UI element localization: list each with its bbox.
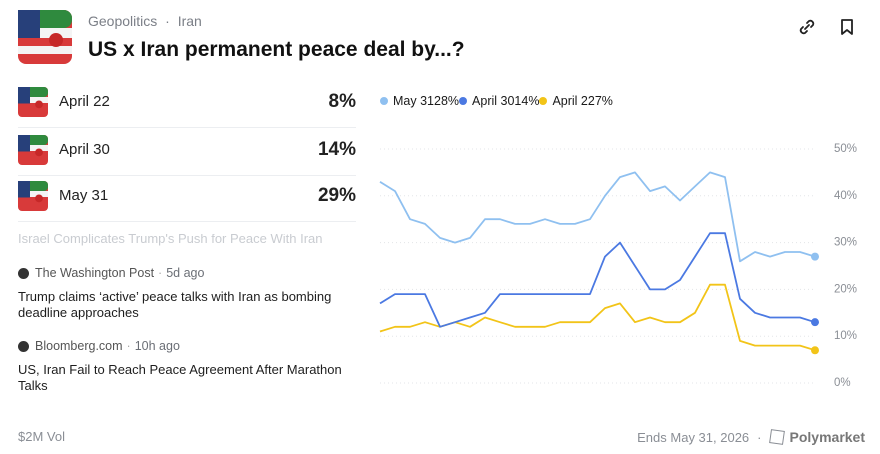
end-point	[811, 252, 819, 261]
news-source: Bloomberg.com · 10h ago	[18, 339, 180, 353]
source-icon	[18, 267, 29, 279]
news-time: 10h ago	[134, 339, 180, 353]
outcome-probability: 8%	[328, 91, 356, 112]
legend-name: May 31	[393, 94, 434, 108]
market-icon	[18, 10, 72, 64]
legend-name: April 22	[552, 94, 595, 108]
end-date: Ends May 31, 2026	[637, 429, 750, 445]
news-headline[interactable]: Trump claims ‘active’ peace talks with I…	[18, 289, 332, 320]
legend-name: April 30	[472, 94, 515, 108]
y-tick-label: 30%	[834, 237, 857, 249]
legend-value: 14%	[514, 94, 540, 108]
y-tick-label: 10%	[834, 330, 857, 342]
separator: ·	[757, 429, 762, 445]
divider	[18, 175, 356, 176]
outcome-icon	[18, 135, 48, 165]
news-headline[interactable]: US, Iran Fail to Reach Peace Agreement A…	[18, 362, 342, 393]
footer-right: Ends May 31, 2026 · Polymarket	[637, 429, 865, 445]
icon-emblem	[35, 100, 43, 109]
outcome-label[interactable]: April 30	[59, 141, 110, 158]
legend: May 31 28% April 30 14% April 22 7%	[380, 94, 613, 108]
legend-dot	[459, 97, 468, 105]
legend-dot	[539, 97, 548, 105]
outcome-icon	[18, 181, 48, 211]
icon-band	[18, 145, 48, 151]
y-tick-label: 40%	[834, 190, 857, 202]
brand: Polymarket	[789, 429, 865, 445]
end-point	[811, 346, 819, 355]
icon-canton	[18, 181, 30, 198]
outcome-icon	[18, 87, 48, 117]
breadcrumb: Geopolitics · Iran	[88, 13, 202, 29]
outcome-label[interactable]: May 31	[59, 187, 109, 204]
bookmark-button[interactable]	[837, 17, 857, 37]
icon-canton	[18, 87, 30, 104]
icon-band	[18, 97, 48, 103]
category[interactable]: Geopolitics	[88, 13, 158, 29]
link-button[interactable]	[797, 17, 817, 37]
source-name[interactable]: The Washington Post	[35, 266, 155, 280]
news-clip: Israel Complicates Trump's Push for Peac…	[18, 234, 358, 246]
outcome-label[interactable]: April 22	[59, 93, 110, 110]
subcategory[interactable]: Iran	[177, 13, 202, 29]
source-name[interactable]: Bloomberg.com	[35, 339, 123, 353]
legend-value: 28%	[434, 94, 460, 108]
outcome-probability: 29%	[317, 185, 356, 206]
divider	[18, 221, 356, 222]
icon-emblem	[35, 148, 43, 157]
y-tick-label: 0%	[834, 377, 851, 389]
legend-value: 7%	[594, 94, 613, 108]
series-line	[379, 232, 816, 328]
news-headline[interactable]: Israel Complicates Trump's Push for Peac…	[18, 234, 323, 246]
news-source: The Washington Post · 5d ago	[18, 266, 204, 280]
icon-emblem	[35, 194, 43, 203]
brand-icon	[768, 429, 785, 445]
separator: ·	[126, 339, 131, 353]
separator: ·	[158, 266, 163, 280]
news-time: 5d ago	[166, 266, 205, 280]
series-line	[379, 283, 816, 352]
legend-dot	[380, 97, 388, 105]
end-point	[811, 318, 819, 327]
market-title: US x Iran permanent peace deal by...?	[88, 38, 465, 61]
source-icon	[18, 340, 29, 352]
icon-band	[18, 191, 48, 197]
divider	[18, 127, 356, 128]
separator: ·	[165, 13, 170, 29]
icon-canton	[18, 135, 30, 152]
volume: $2M Vol	[18, 429, 65, 444]
outcome-probability: 14%	[317, 139, 356, 160]
y-tick-label: 20%	[834, 283, 857, 295]
series-line	[379, 171, 816, 263]
y-tick-label: 50%	[834, 143, 857, 155]
